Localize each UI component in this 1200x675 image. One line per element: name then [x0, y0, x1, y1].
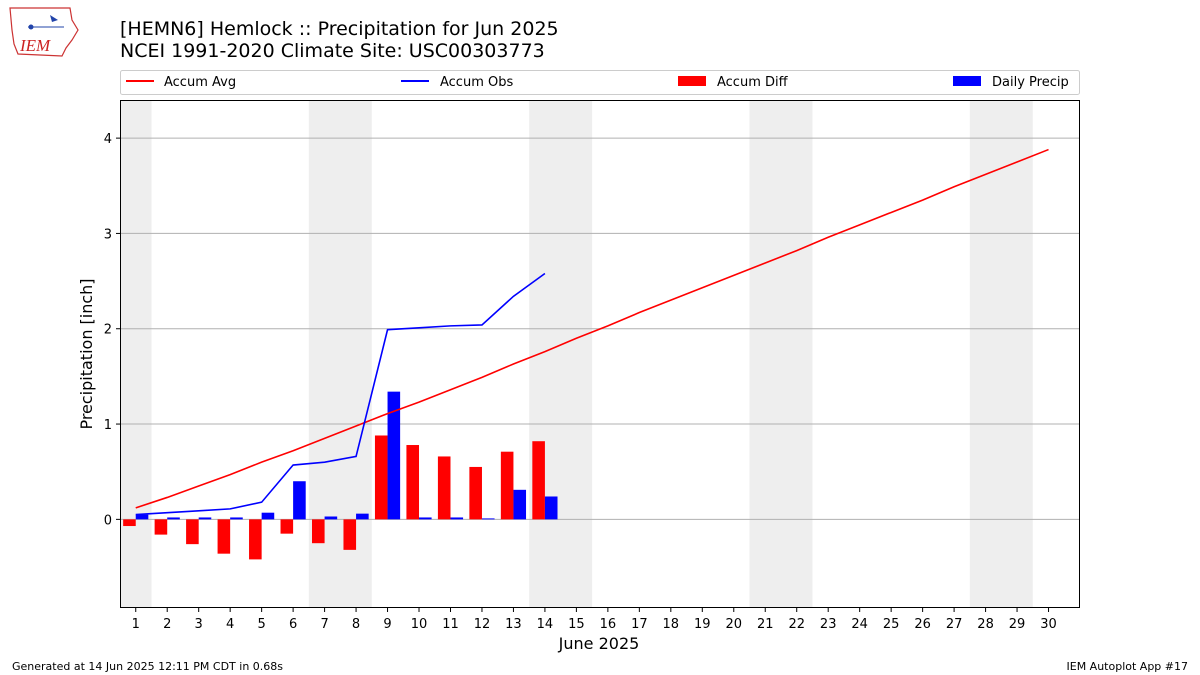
daily-precip-bar: [387, 391, 401, 520]
daily-precip-bar: [450, 517, 464, 520]
daily-precip-bar: [230, 517, 243, 520]
footer-app: IEM Autoplot App #17: [1067, 660, 1189, 673]
xtick-label-29: 29: [1009, 617, 1026, 632]
footer-generated: Generated at 14 Jun 2025 12:11 PM CDT in…: [12, 660, 283, 673]
weekend-band-4: [749, 100, 813, 608]
daily-precip-bar: [481, 518, 495, 520]
daily-precip-bar: [167, 517, 180, 520]
daily-precip-bar: [135, 514, 149, 520]
weekend-band-1: [120, 100, 152, 608]
ytick-label-2: 2: [104, 323, 112, 338]
xtick-label-7: 7: [320, 617, 328, 632]
xtick-label-27: 27: [946, 617, 963, 632]
xtick-label-8: 8: [352, 617, 360, 632]
accum-avg-line: [135, 148, 1049, 509]
daily-precip-bar: [419, 517, 432, 520]
accum-diff-bar: [532, 441, 545, 520]
xtick-label-21: 21: [757, 617, 774, 632]
bars: [123, 391, 558, 560]
xtick-label-11: 11: [442, 617, 459, 632]
logo-windsock: [50, 15, 58, 22]
y-axis-label: Precipitation [inch]: [77, 278, 96, 429]
ytick-label-3: 3: [104, 227, 112, 242]
accum-obs-line: [135, 272, 546, 516]
xtick-label-6: 6: [289, 617, 297, 632]
xtick-label-30: 30: [1040, 617, 1057, 632]
xtick-label-18: 18: [663, 617, 680, 632]
legend-label-accum-diff: Accum Diff: [717, 75, 789, 90]
xtick-label-22: 22: [788, 617, 805, 632]
xtick-label-28: 28: [977, 617, 994, 632]
accum-diff-bar: [406, 445, 420, 520]
legend-label-accum-avg: Accum Avg: [164, 75, 236, 90]
accum-diff-bar: [500, 451, 514, 520]
x-axis-label: June 2025: [558, 634, 640, 653]
daily-precip-bar: [513, 489, 527, 520]
xtick-label-23: 23: [820, 617, 837, 632]
legend-label-accum-obs: Accum Obs: [440, 75, 513, 90]
legend-swatch-accum-diff: [678, 76, 706, 86]
accum-diff-bar: [437, 456, 451, 520]
xtick-label-15: 15: [568, 617, 585, 632]
xtick-label-1: 1: [132, 617, 140, 632]
chart-title: [HEMN6] Hemlock :: Precipitation for Jun…: [120, 18, 559, 40]
daily-precip-bar: [356, 513, 369, 520]
logo-instrument-dot: [28, 24, 34, 30]
daily-precip-bar: [324, 516, 338, 520]
accum-diff-bar: [280, 519, 294, 534]
lines: [135, 148, 1049, 516]
daily-precip-bar: [261, 512, 275, 520]
plot-frame: [120, 100, 1080, 608]
xtick-label-19: 19: [694, 617, 711, 632]
accum-diff-bar: [469, 466, 482, 520]
accum-diff-bar: [186, 519, 199, 545]
xtick-label-3: 3: [195, 617, 203, 632]
xtick-label-16: 16: [600, 617, 617, 632]
accum-diff-bar: [249, 519, 262, 560]
legend: Accum Avg Accum Obs Accum Diff Daily Pre…: [120, 70, 1080, 95]
xtick-label-10: 10: [411, 617, 428, 632]
daily-precip-bar: [293, 481, 306, 520]
xtick-label-4: 4: [226, 617, 234, 632]
logo-text: IEM: [19, 36, 51, 55]
xtick-label-14: 14: [537, 617, 554, 632]
accum-diff-bar: [123, 519, 136, 527]
xtick-label-17: 17: [631, 617, 648, 632]
chart-subtitle: NCEI 1991-2020 Climate Site: USC00303773: [120, 40, 545, 62]
accum-diff-bar: [312, 519, 325, 544]
legend-frame: [120, 70, 1080, 95]
daily-precip-bar: [198, 517, 212, 520]
xtick-label-25: 25: [883, 617, 900, 632]
ytick-label-4: 4: [104, 132, 112, 147]
iem-logo: IEM: [9, 7, 79, 57]
weekend-shading: [120, 100, 1033, 608]
xtick-label-24: 24: [851, 617, 868, 632]
accum-diff-bar: [217, 519, 231, 554]
accum-diff-bar: [154, 519, 168, 535]
xtick-label-26: 26: [914, 617, 931, 632]
ytick-label-1: 1: [104, 418, 112, 433]
accum-diff-bar: [374, 435, 388, 520]
weekend-band-5: [969, 100, 1033, 608]
y-axis-ticks: 0 1 2 3 4: [104, 132, 120, 528]
daily-precip-bar: [544, 496, 558, 520]
xtick-label-9: 9: [383, 617, 391, 632]
ytick-label-0: 0: [104, 513, 112, 528]
accum-diff-bar: [343, 519, 357, 550]
iowa-state-outline: [9, 7, 79, 57]
x-axis-ticks: 1 2 3 4 5 6 7 8 9 10 11 12 13 14 15 16 17 18 19 20 21 22 23 24 2…: [132, 608, 1057, 632]
xtick-label-13: 13: [505, 617, 522, 632]
xtick-label-12: 12: [474, 617, 491, 632]
xtick-label-20: 20: [725, 617, 742, 632]
xtick-label-2: 2: [163, 617, 171, 632]
legend-label-daily-precip: Daily Precip: [992, 75, 1069, 90]
xtick-label-5: 5: [257, 617, 265, 632]
legend-swatch-daily-precip: [953, 76, 981, 86]
